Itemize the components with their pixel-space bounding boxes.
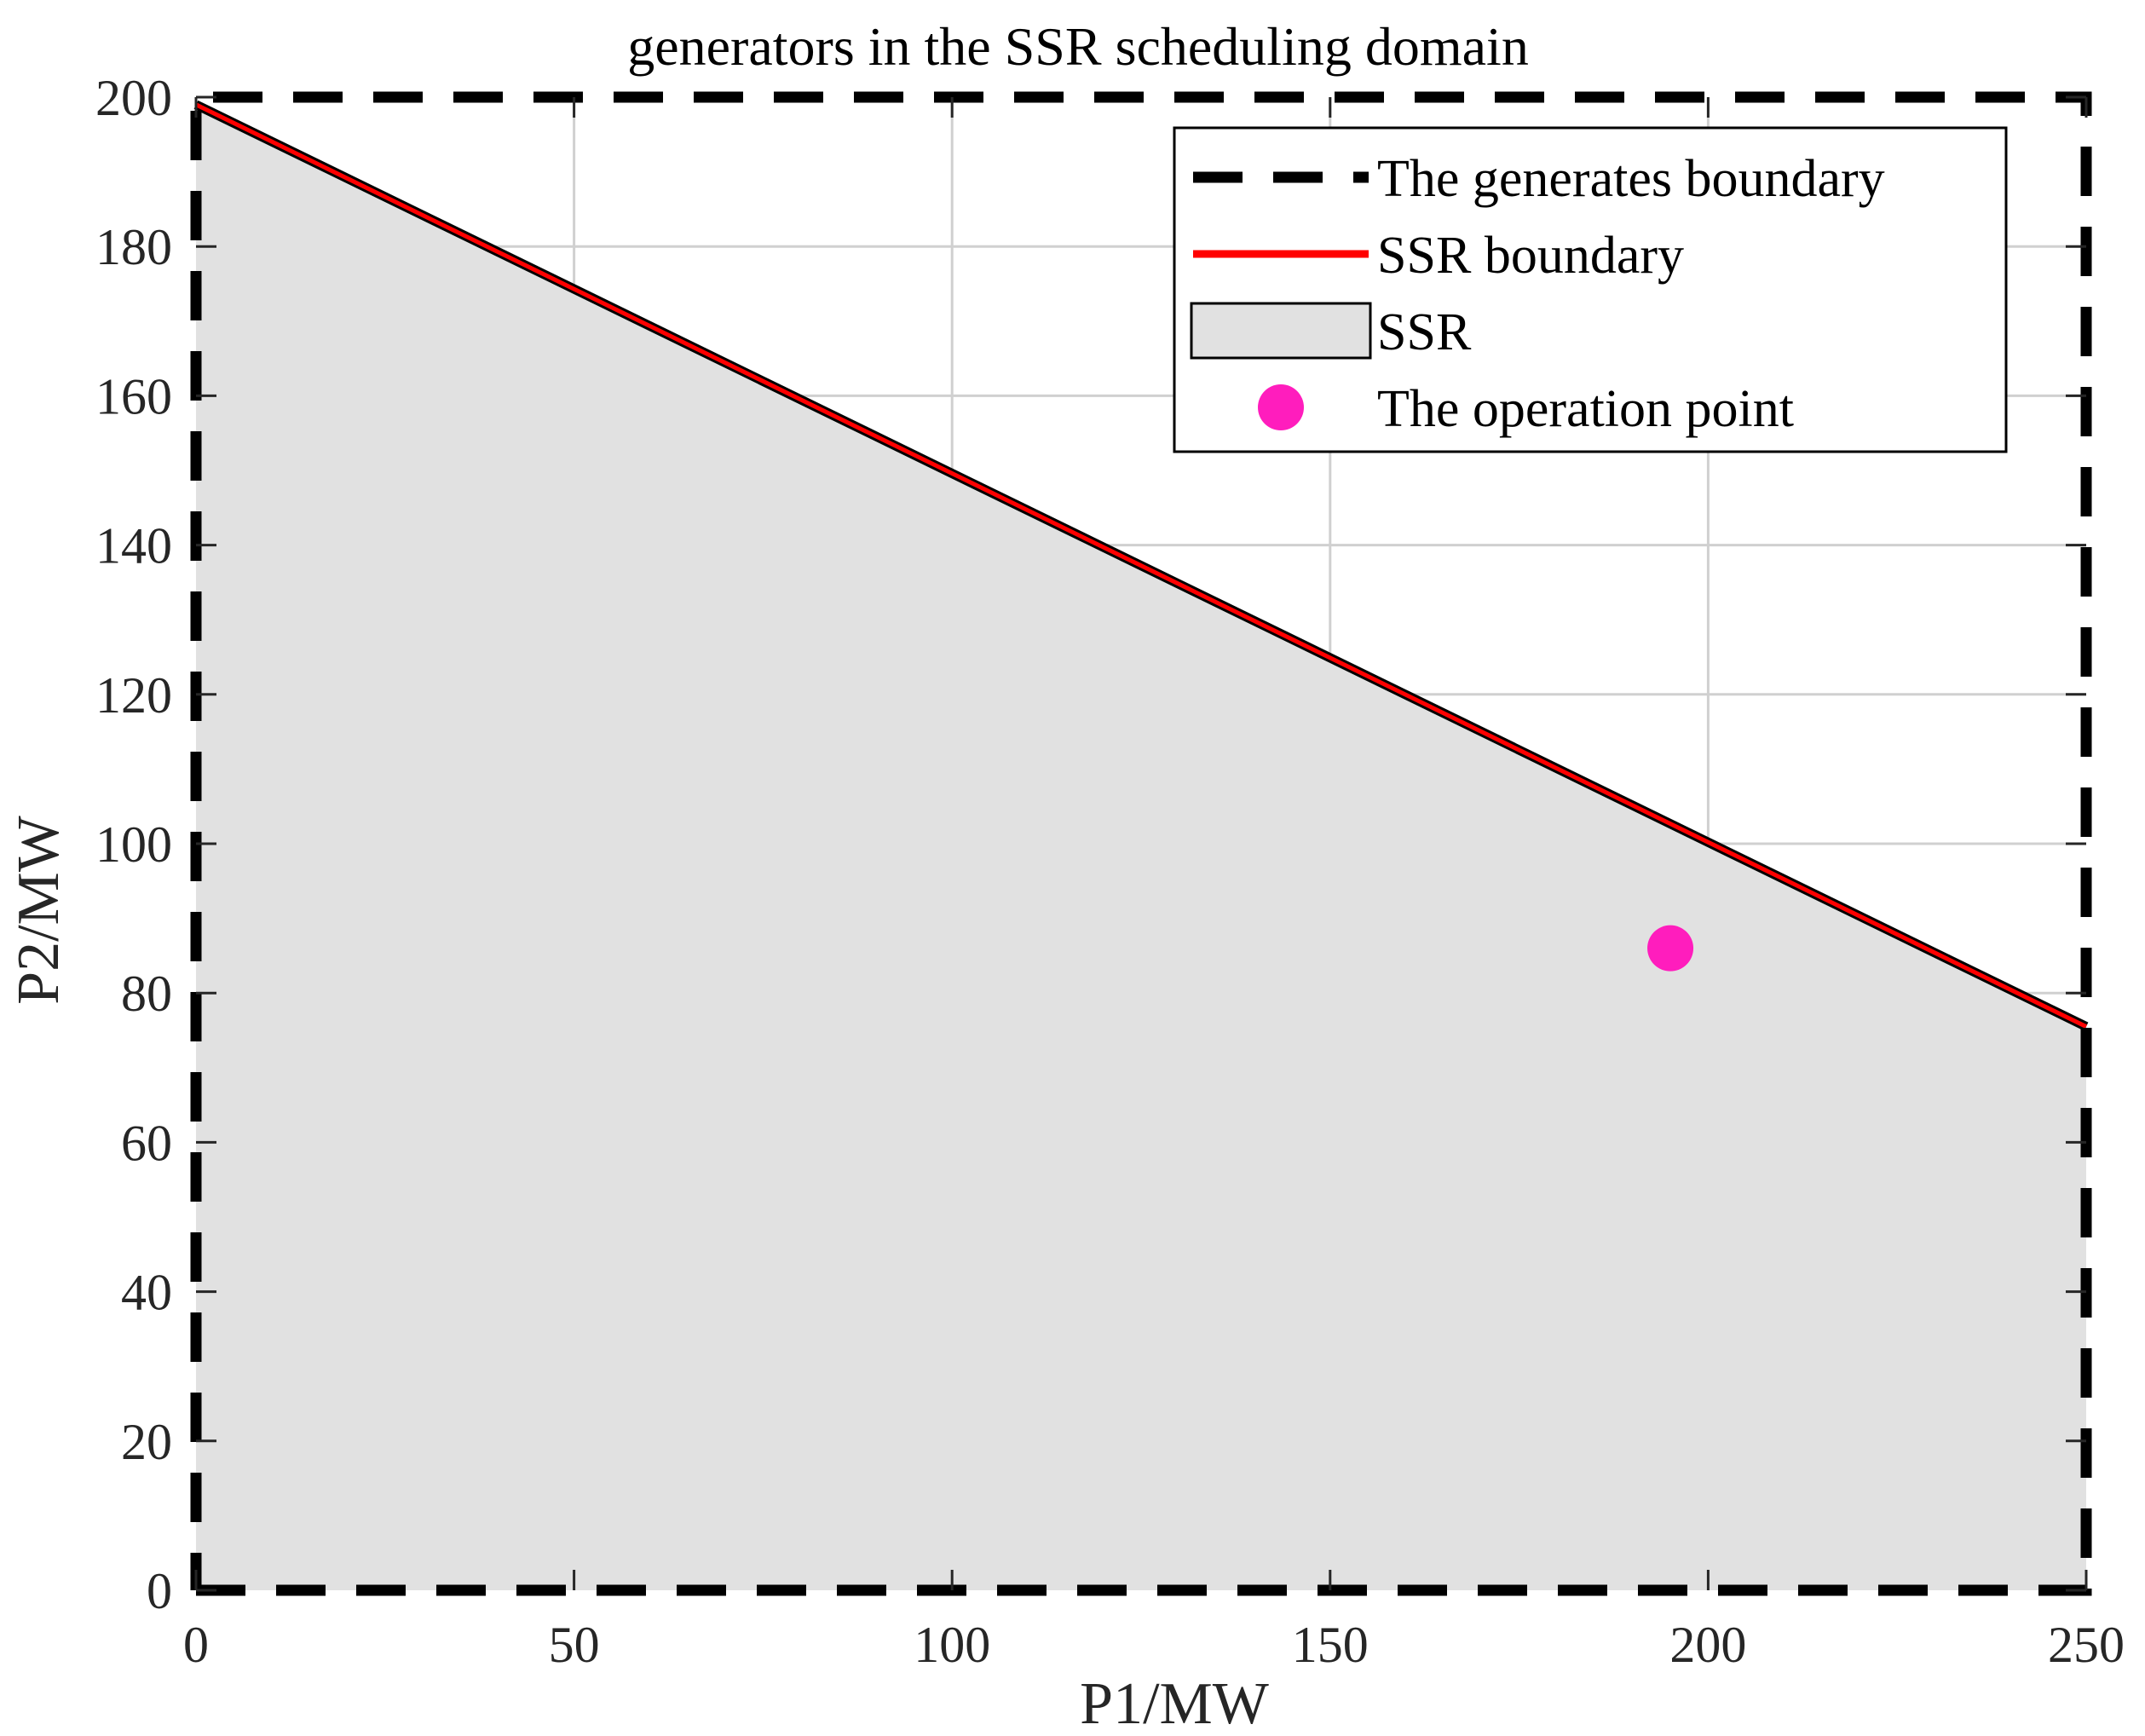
x-tick-label: 250 <box>2048 1617 2125 1673</box>
legend: The generates boundary SSR boundary SSR The… <box>1173 126 2008 453</box>
y-tick-label: 160 <box>95 368 172 424</box>
legend-label: The operation point <box>1377 380 1794 438</box>
legend-label: SSR boundary <box>1377 227 1684 285</box>
y-tick-label: 20 <box>121 1414 172 1470</box>
y-tick-label: 120 <box>95 667 172 724</box>
legend-label: SSR <box>1377 303 1472 361</box>
y-tick-label: 180 <box>95 219 172 275</box>
ssr-region <box>196 104 2086 1590</box>
legend-symbol-operation-point <box>1258 384 1304 430</box>
y-tick-label: 40 <box>121 1265 172 1321</box>
y-tick-label: 60 <box>121 1115 172 1171</box>
y-axis-label: P2/MW <box>6 816 72 1005</box>
y-tick-label: 200 <box>95 70 172 126</box>
operation-point-marker <box>1647 925 1694 972</box>
x-axis-label: P1/MW <box>1080 1671 1269 1736</box>
chart-title: generators in the SSR scheduling domain <box>627 16 1529 77</box>
x-tick-label: 100 <box>914 1617 990 1673</box>
y-tick-label: 80 <box>121 966 172 1022</box>
axis-ticks: 0 50 100 150 200 250 0 20 40 60 80 100 120 140 160 180 2… <box>95 70 2125 1673</box>
operation-point-layer <box>1647 925 1694 972</box>
ssr-boundary-layer <box>193 100 2089 1031</box>
y-tick-label: 100 <box>95 816 172 873</box>
ssr-boundary-line <box>194 102 2088 1029</box>
y-tick-label: 0 <box>147 1563 172 1619</box>
x-tick-label: 0 <box>183 1617 209 1673</box>
legend-label: The generates boundary <box>1377 150 1885 208</box>
x-tick-label: 150 <box>1292 1617 1369 1673</box>
y-tick-label: 140 <box>95 518 172 574</box>
legend-symbol-ssr <box>1190 302 1372 360</box>
x-tick-label: 200 <box>1669 1617 1746 1673</box>
ssr-region-layer <box>196 104 2086 1590</box>
x-tick-label: 50 <box>549 1617 600 1673</box>
